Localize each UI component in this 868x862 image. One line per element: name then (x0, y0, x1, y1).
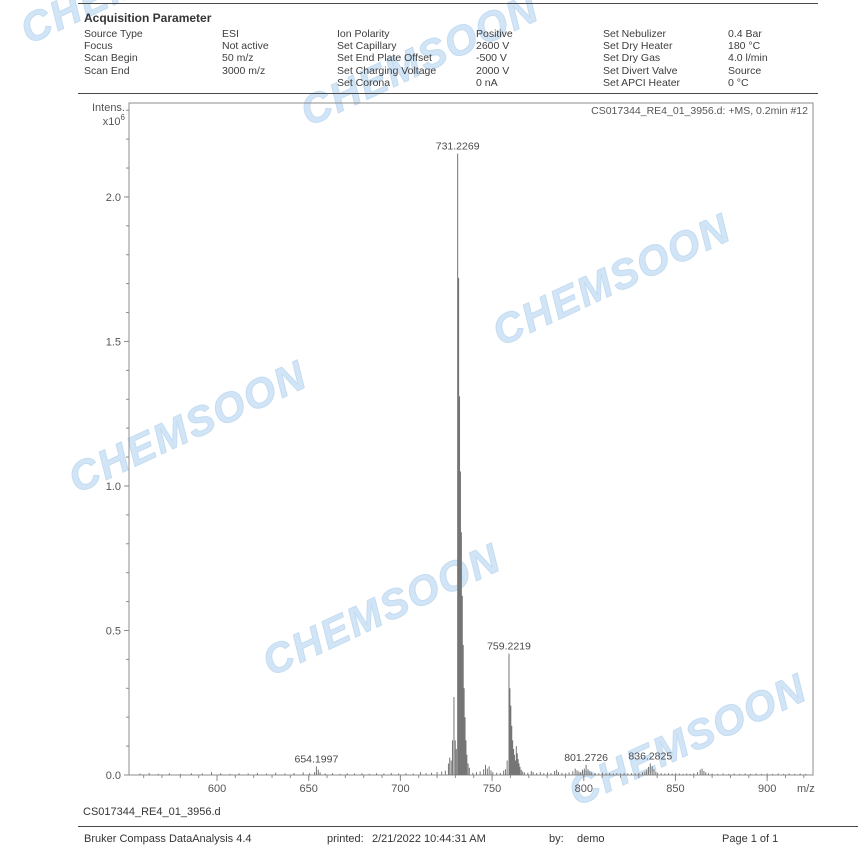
param-label: Set Divert Valve (603, 64, 678, 77)
y-tick-label: 1.5 (106, 336, 121, 348)
table-separator-rule (78, 93, 818, 94)
param-row: Set Divert Valve Source (603, 65, 768, 77)
x-axis-unit-label: m/z (797, 783, 815, 795)
param-row: Set Nebulizer 0.4 Bar (603, 28, 768, 40)
x-tick-label: 750 (483, 783, 501, 795)
param-label: Set Capillary (337, 40, 397, 53)
acquisition-column-3: Set Nebulizer 0.4 Bar Set Dry Heater 180 °… (603, 28, 768, 89)
x-tick-label: 700 (391, 783, 409, 795)
param-label: Scan End (84, 64, 130, 77)
y-axis-unit-line1: Intens. (92, 102, 125, 114)
param-value: 2000 V (476, 64, 510, 77)
mass-spectrum-chart: 600 650 700 750 800 850 900 m/z 0.0 0.5 1.0 1.5 2.0 I… (92, 102, 815, 795)
param-value: 3000 m/z (222, 64, 266, 77)
footer-page-number: Page 1 of 1 (722, 833, 779, 845)
peak-label: 759.2219 (487, 641, 531, 653)
param-label: Set End Plate Offset (337, 52, 432, 65)
param-label: Set Dry Gas (603, 52, 661, 65)
param-label: Scan Begin (84, 52, 138, 65)
param-label: Set Corona (337, 76, 391, 89)
y-tick-label: 1.0 (106, 481, 121, 493)
param-label: Set Nebulizer (603, 28, 667, 40)
y-axis-unit-line2: x106 (103, 113, 126, 128)
param-value: -500 V (476, 52, 507, 65)
param-row: Set Capillary 2600 V (337, 40, 513, 52)
param-row: Set Charging Voltage 2000 V (337, 65, 513, 77)
spectrum-sticks (139, 153, 807, 775)
param-value: 0 °C (728, 76, 749, 89)
param-value: 50 m/z (222, 52, 254, 65)
param-value: Not active (222, 40, 269, 53)
param-label: Ion Polarity (337, 28, 390, 40)
x-tick-label: 600 (208, 783, 226, 795)
footer-by-value: demo (577, 833, 605, 845)
param-row: Set Dry Gas 4.0 l/min (603, 52, 768, 64)
footer-by-label: by: (549, 833, 564, 845)
param-row: Ion Polarity Positive (337, 28, 513, 40)
param-row: Scan End 3000 m/z (84, 65, 269, 77)
param-row: Set Corona 0 nA (337, 77, 513, 89)
param-row: Set APCI Heater 0 °C (603, 77, 768, 89)
plot-frame (128, 102, 814, 776)
param-label: Set Dry Heater (603, 40, 673, 53)
footer-rule (78, 826, 858, 827)
param-row: Set End Plate Offset -500 V (337, 52, 513, 64)
y-tick-label: 2.0 (106, 192, 121, 204)
param-label: Set APCI Heater (603, 76, 681, 89)
param-value: 0.4 Bar (728, 28, 762, 40)
y-tick-label: 0.0 (106, 770, 121, 782)
param-value: 2600 V (476, 40, 510, 53)
acquisition-title: Acquisition Parameter (84, 11, 212, 25)
x-tick-label: 850 (666, 783, 684, 795)
x-tick-label: 800 (575, 783, 593, 795)
top-rule (78, 3, 818, 4)
footer-printed-datetime: 2/21/2022 10:44:31 AM (372, 833, 486, 845)
x-tick-label: 900 (758, 783, 776, 795)
footer-app-name: Bruker Compass DataAnalysis 4.4 (84, 833, 252, 845)
footer-filename: CS017344_RE4_01_3956.d (83, 806, 221, 818)
x-tick-label: 650 (300, 783, 318, 795)
param-row: Set Dry Heater 180 °C (603, 40, 768, 52)
param-label: Set Charging Voltage (337, 64, 437, 77)
acquisition-column-1: Source Type ESI Focus Not active Scan Begi… (84, 28, 269, 77)
param-value: 0 nA (476, 76, 498, 89)
param-value: 180 °C (728, 40, 761, 53)
param-row: Scan Begin 50 m/z (84, 52, 269, 64)
param-row: Focus Not active (84, 40, 269, 52)
peak-label: 731.2269 (436, 141, 480, 153)
param-row: Source Type ESI (84, 28, 269, 40)
peak-label: 801.2726 (564, 752, 608, 764)
param-value: Positive (476, 28, 513, 40)
param-value: Source (728, 64, 762, 77)
param-value: ESI (222, 28, 239, 40)
trace-label: CS017344_RE4_01_3956.d: +MS, 0.2min #12 (591, 105, 808, 117)
param-label: Source Type (84, 28, 143, 40)
peak-label: 654.1997 (295, 753, 339, 765)
param-value: 4.0 l/min (728, 52, 768, 65)
y-tick-label: 0.5 (106, 625, 121, 637)
peak-label: 836.2825 (628, 750, 672, 762)
param-label: Focus (84, 40, 113, 53)
footer-printed-label: printed: (327, 833, 364, 845)
acquisition-column-2: Ion Polarity Positive Set Capillary 2600 V… (337, 28, 513, 89)
